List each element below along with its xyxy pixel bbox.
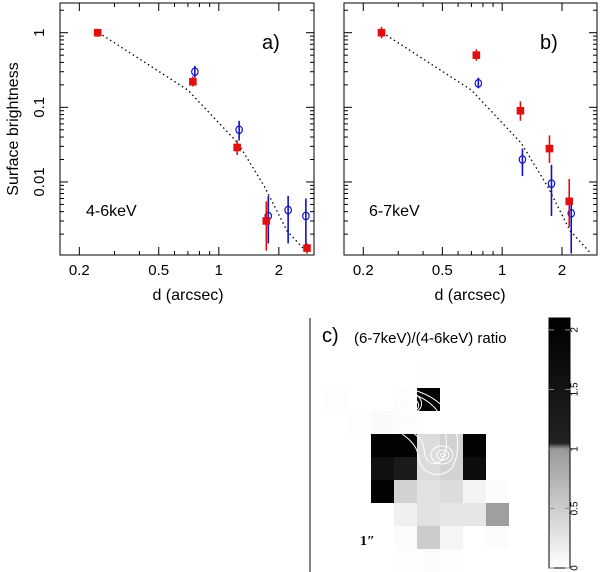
colorbar-tick-label-1: 0.5 — [570, 501, 581, 515]
panel-b-sb-6-7kev: 0.2 0.5 1 2 b) 6-7keV d (arcsec) — [343, 2, 598, 304]
heatmap-cell-7-3 — [394, 526, 417, 549]
a-blue-open-point-3 — [284, 205, 292, 215]
a-red-filled-point-1 — [189, 77, 197, 86]
colorbar — [548, 317, 571, 569]
b-red-filled-point-2 — [516, 106, 525, 115]
heatmap-cell-0-4 — [417, 365, 440, 388]
contour-mid — [389, 392, 447, 464]
heatmap-cell-1-0 — [325, 388, 348, 411]
contour-south-3 — [440, 452, 446, 458]
heatmap-cell-1-3 — [394, 388, 417, 411]
heatmap-cell-8-4 — [417, 549, 440, 572]
panel-c-label: c) — [322, 325, 339, 347]
colorbar-tick-label-0: 0 — [570, 565, 581, 571]
a-blue-open-point-0 — [191, 67, 199, 77]
heatmap-cell-3-2 — [371, 434, 394, 457]
heatmap-cell-3-5 — [440, 434, 463, 457]
a-xtick-label-2: 1 — [215, 262, 223, 279]
b-red-filled-point-0 — [377, 28, 386, 37]
panel-b-xlabel: d (arcsec) — [434, 287, 505, 304]
b-blue-open-point-2 — [547, 179, 556, 189]
contours — [381, 387, 459, 475]
a-blue-open-point-1 — [235, 125, 243, 135]
a-xtick-label-1: 0.5 — [148, 262, 169, 279]
a-model-line — [98, 32, 309, 254]
b-xtick-label-0: 0.2 — [353, 262, 374, 279]
b-xtick-label-3: 2 — [558, 262, 566, 279]
b-red-filled-point-4 — [565, 197, 574, 206]
heatmap-cell-4-3 — [394, 457, 417, 480]
heatmap-cell-6-5 — [440, 503, 463, 526]
b-blue-open-point-0 — [474, 78, 483, 88]
b-model-line — [382, 32, 592, 254]
contour-north-4 — [403, 401, 413, 409]
heatmap-cell-5-2 — [371, 480, 394, 503]
b-red-filled-point-3 — [545, 144, 554, 153]
heatmap-cell-6-4 — [417, 503, 440, 526]
heatmap-cell-5-5 — [440, 480, 463, 503]
panel-b-band-label: 6-7keV — [369, 203, 420, 220]
contour-north-1 — [383, 387, 423, 415]
heatmap-cell-8-5 — [440, 549, 463, 572]
b-xtick-label-1: 0.5 — [432, 262, 453, 279]
heatmap-cell-7-7 — [486, 526, 509, 549]
heatmap-cell-5-7 — [486, 480, 509, 503]
a-red-filled-point-3 — [262, 217, 271, 225]
panel-a-frame — [59, 2, 315, 256]
scale-bar-label: 1″ — [360, 534, 375, 549]
heatmap-cell-6-3 — [394, 503, 417, 526]
heatmap-cell-1-4 — [417, 388, 440, 411]
a-blue-open-point-4 — [302, 211, 310, 221]
contour-south-2 — [436, 449, 450, 461]
heatmap-cell-5-4 — [417, 480, 440, 503]
b-red-filled-point-1 — [472, 51, 481, 59]
panel-c-title: (6-7keV)/(4-6keV) ratio — [354, 330, 507, 347]
colorbar-tick-label-3: 1.5 — [570, 382, 581, 396]
panel-a-label: a) — [262, 32, 280, 54]
heatmap-cell-2-1 — [348, 411, 371, 434]
a-red-filled-point-4 — [303, 244, 311, 252]
heatmap-cell-6-6 — [463, 503, 486, 526]
a-ytick-label-0: 1 — [31, 29, 48, 37]
heatmap-cell-5-3 — [394, 480, 417, 503]
panel-b-frame — [343, 2, 598, 256]
b-xtick-label-2: 1 — [498, 262, 506, 279]
a-red-filled-point-0 — [93, 28, 102, 37]
colorbar-tick-label-2: 1 — [570, 446, 581, 452]
heatmap-cell-7-5 — [440, 526, 463, 549]
heatmap-cell-2-3 — [394, 411, 417, 434]
panel-c-ratio-map: c) (6-7keV)/(4-6keV) ratio 1″ 0 0.5 1 1.5 2 — [309, 317, 581, 572]
a-ytick-label-2: 0.01 — [31, 167, 48, 196]
heatmap-cell-5-6 — [463, 480, 486, 503]
contour-north-2 — [390, 393, 420, 413]
heatmap-cell-3-6 — [463, 434, 486, 457]
a-ytick-label-1: 0.1 — [31, 97, 48, 118]
colorbar-tick-label-4: 2 — [570, 327, 581, 333]
heatmap-cell-7-4 — [417, 526, 440, 549]
a-xtick-label-0: 0.2 — [69, 262, 90, 279]
a-xtick-label-3: 2 — [275, 262, 283, 279]
heatmap-cell-4-6 — [463, 457, 486, 480]
panel-a-xlabel: d (arcsec) — [152, 287, 223, 304]
contour-north-3 — [397, 398, 417, 410]
heatmap-cell-8-3 — [394, 549, 417, 572]
heatmap-cell-4-2 — [371, 457, 394, 480]
panel-a-ylabel: Surface brightness — [5, 62, 22, 195]
heatmap-cell-3-4 — [417, 434, 440, 457]
heatmap-cell-3-3 — [394, 434, 417, 457]
a-red-filled-point-2 — [233, 143, 241, 152]
contour-south-1 — [430, 445, 454, 465]
heatmap-cell-2-2 — [371, 411, 394, 434]
panel-a-band-label: 4-6keV — [86, 203, 137, 220]
panel-b-label: b) — [540, 32, 558, 54]
contour-outer — [381, 387, 459, 475]
panel-a-sb-4-6kev: 0.2 0.5 1 2 1 0.1 0.01 a) 4-6keV d (arcsec) Su… — [5, 2, 315, 304]
heatmap-cell-6-7 — [486, 503, 509, 526]
b-blue-open-point-3 — [567, 208, 576, 218]
b-blue-open-point-1 — [518, 155, 527, 164]
